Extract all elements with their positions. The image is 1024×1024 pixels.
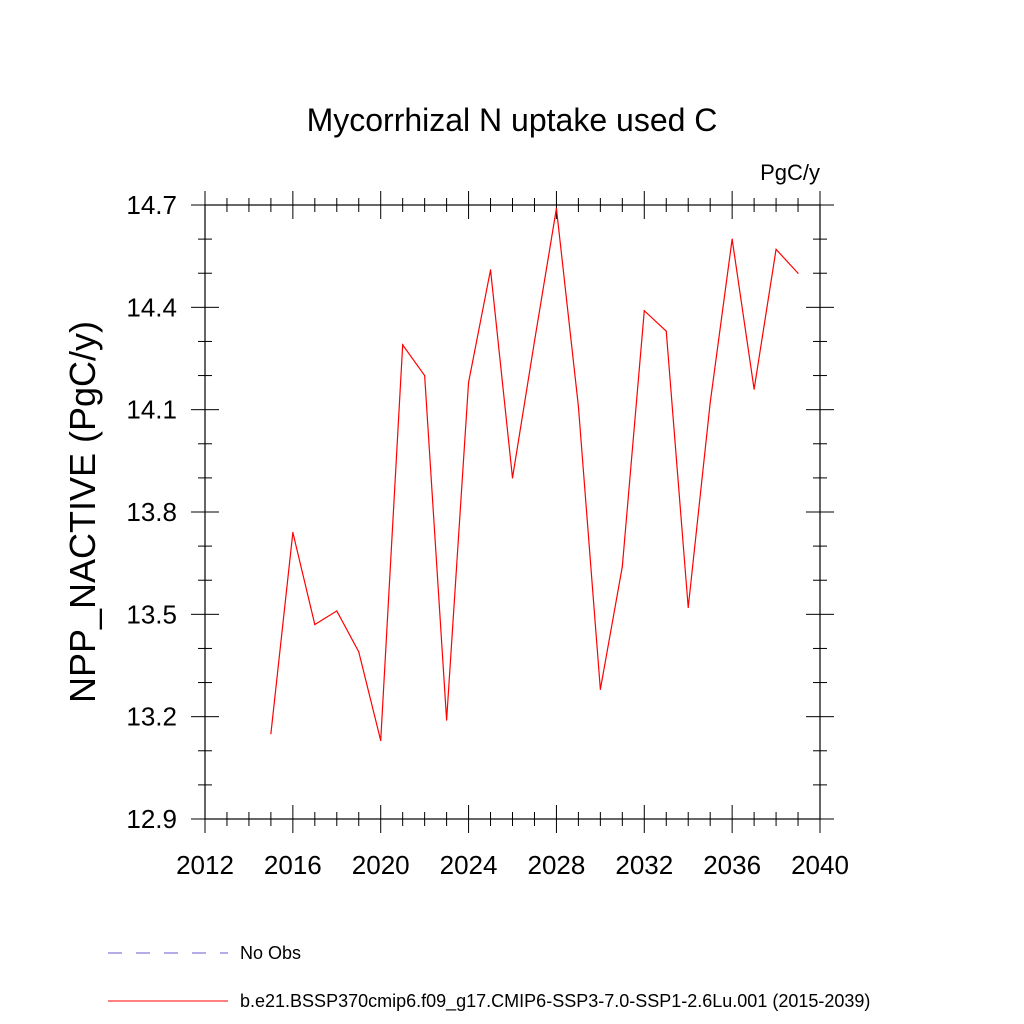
series-line <box>270 208 799 741</box>
x-tick-label: 2040 <box>791 850 849 880</box>
y-tick-label: 13.5 <box>126 599 177 629</box>
data-point <box>621 565 623 568</box>
data-point <box>731 238 733 240</box>
x-tick-label: 2012 <box>176 850 234 880</box>
data-point <box>336 610 338 612</box>
y-tick-label: 14.7 <box>126 190 177 220</box>
data-point <box>467 381 470 383</box>
legend: No Obs b.e21.BSSP370cmip6.f09_g17.CMIP6-S… <box>108 943 870 1012</box>
data-point <box>577 405 579 407</box>
data-point <box>753 388 755 390</box>
x-tick-label: 2016 <box>264 850 322 880</box>
data-point <box>292 531 294 534</box>
data-point <box>511 477 514 479</box>
series-layer <box>270 207 799 742</box>
x-tick-label: 2032 <box>615 850 673 880</box>
x-tick-label: 2036 <box>703 850 761 880</box>
y-axis-label: NPP_NACTIVE (PgC/y) <box>62 321 103 703</box>
plot-frame <box>204 204 821 820</box>
data-point <box>599 688 601 690</box>
axis-ticks: 2012 2016 2020 2024 2028 2032 2036 2040 12.9 13.2… <box>126 190 849 880</box>
y-tick-label: 14.4 <box>126 292 177 322</box>
data-point <box>775 248 777 250</box>
data-point <box>709 402 711 404</box>
y-tick-label: 12.9 <box>126 804 177 834</box>
data-point <box>380 739 382 742</box>
data-point <box>555 207 558 210</box>
data-point <box>314 623 316 626</box>
x-tick-label: 2028 <box>528 850 586 880</box>
y-tick-label: 13.8 <box>126 497 177 527</box>
data-point <box>643 310 645 312</box>
y-tick-label: 14.1 <box>126 395 177 425</box>
data-point <box>797 272 799 274</box>
data-point <box>270 733 272 735</box>
legend-label: No Obs <box>240 943 301 963</box>
x-tick-label: 2020 <box>352 850 410 880</box>
x-tick-label: 2024 <box>440 850 498 880</box>
units-label: PgC/y <box>760 160 820 185</box>
data-point <box>533 340 536 343</box>
data-point <box>402 344 404 346</box>
data-point <box>665 330 667 332</box>
data-point <box>358 651 360 653</box>
legend-label: b.e21.BSSP370cmip6.f09_g17.CMIP6-SSP3-7.… <box>240 991 870 1012</box>
chart-title: Mycorrhizal N uptake used C <box>307 102 718 138</box>
y-tick-label: 13.2 <box>126 702 177 732</box>
data-point <box>424 374 426 377</box>
data-point <box>489 269 492 271</box>
data-point <box>446 719 448 721</box>
data-point <box>687 606 689 609</box>
